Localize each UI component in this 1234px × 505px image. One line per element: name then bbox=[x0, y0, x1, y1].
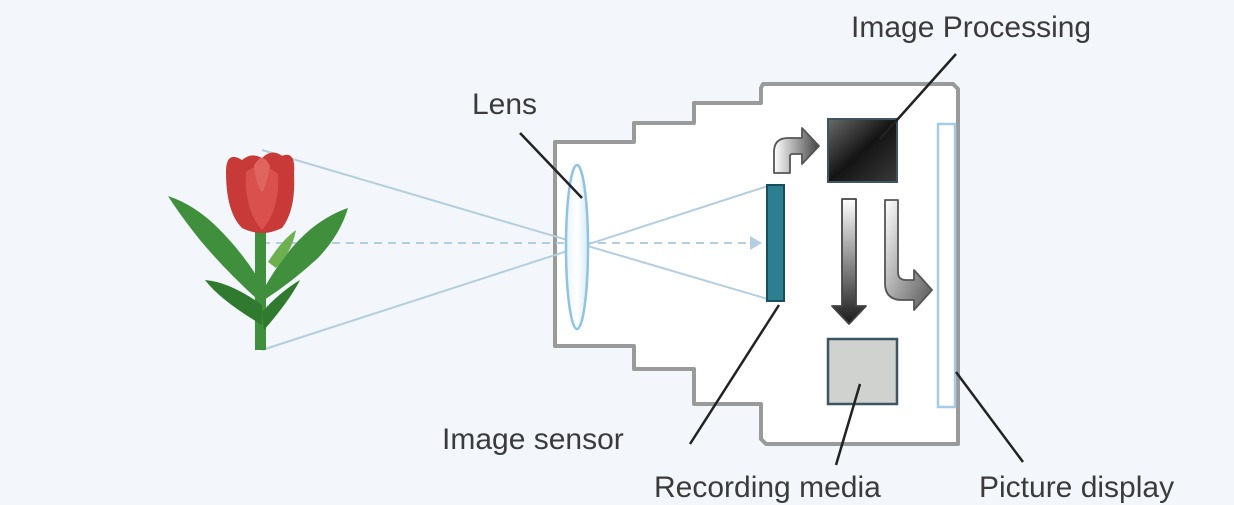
leader-lines bbox=[519, 53, 1025, 466]
flow-arrow-icon bbox=[831, 198, 867, 325]
ray-arrowhead-icon bbox=[750, 236, 762, 250]
picture-display-icon bbox=[936, 122, 957, 409]
image-sensor-leader-line bbox=[688, 304, 781, 445]
lens-label: Lens bbox=[472, 88, 537, 121]
image-sensor-icon bbox=[766, 184, 785, 302]
lens-icon bbox=[564, 163, 590, 331]
flow-arrow-icon bbox=[773, 127, 820, 174]
image-processing-leader-line bbox=[879, 53, 957, 140]
recording-media-icon bbox=[826, 337, 899, 406]
picture-display-label: Picture display bbox=[979, 471, 1174, 504]
flow-arrow-icon bbox=[884, 199, 933, 311]
processor-chip-icon bbox=[827, 118, 898, 183]
image-sensor-label: Image sensor bbox=[442, 423, 624, 456]
light-rays bbox=[261, 149, 772, 351]
tulip-icon bbox=[168, 152, 348, 350]
recording-media-label: Recording media bbox=[654, 471, 881, 504]
image-processing-label: Image Processing bbox=[851, 11, 1091, 44]
picture-display-leader-line bbox=[954, 371, 1025, 463]
lens-leader-line bbox=[519, 132, 583, 199]
recording-media-leader-line bbox=[834, 383, 862, 466]
